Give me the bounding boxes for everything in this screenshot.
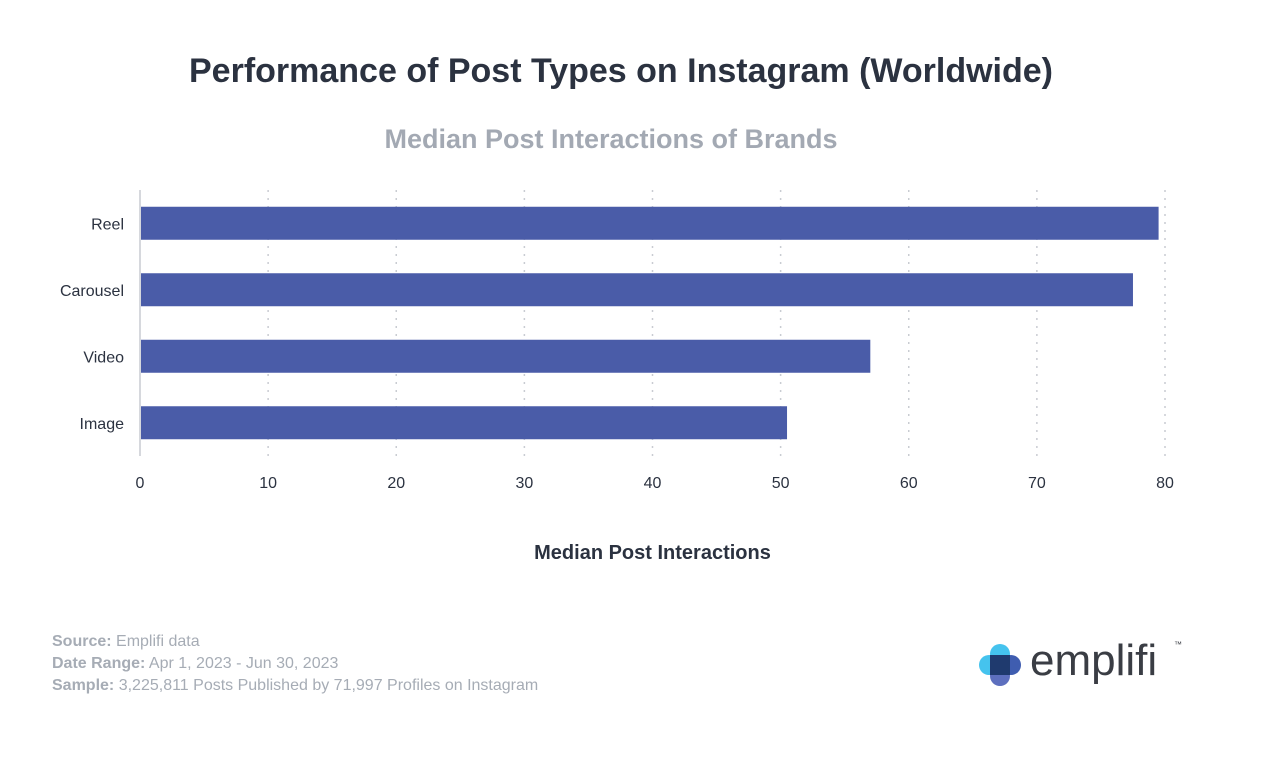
logo-center — [990, 655, 1010, 675]
chart-subtitle: Median Post Interactions of Brands — [384, 124, 838, 154]
date-range-label: Date Range: — [52, 655, 146, 672]
x-tick-70: 70 — [1028, 475, 1046, 492]
date-range-value: Apr 1, 2023 - Jun 30, 2023 — [148, 655, 339, 672]
sample-value: 3,225,811 Posts Published by 71,997 Prof… — [118, 677, 539, 694]
x-tick-20: 20 — [387, 475, 405, 492]
x-axis-title: Median Post Interactions — [534, 542, 771, 564]
x-tick-30: 30 — [515, 475, 533, 492]
logo-wordmark: emplifi — [1030, 636, 1158, 685]
x-tick-0: 0 — [136, 475, 145, 492]
x-tick-10: 10 — [259, 475, 277, 492]
emplifi-cross-icon — [979, 644, 1021, 686]
date-range-line: Date Range: Apr 1, 2023 - Jun 30, 2023 — [52, 653, 538, 675]
bar-reel — [141, 206, 1159, 240]
bar-carousel — [141, 273, 1133, 307]
source-line: Source: Emplifi data — [52, 631, 538, 653]
x-tick-50: 50 — [772, 475, 790, 492]
category-label-carousel: Carousel — [60, 283, 124, 300]
bar-image — [141, 406, 788, 440]
source-label: Source: — [52, 633, 112, 650]
bars — [141, 206, 1159, 440]
chart-footer: Source: Emplifi data Date Range: Apr 1, … — [52, 631, 538, 697]
x-tick-80: 80 — [1156, 475, 1174, 492]
page-title: Performance of Post Types on Instagram (… — [189, 52, 1053, 90]
category-labels: Reel Carousel Video Image — [60, 216, 124, 433]
category-label-image: Image — [80, 416, 125, 433]
source-value: Emplifi data — [116, 633, 200, 650]
bar-chart: Reel Carousel Video Image 0 10 20 30 40 50 60 70 80… — [60, 190, 1174, 564]
bar-video — [141, 339, 871, 373]
emplifi-logo: emplifi ™ — [978, 636, 1188, 690]
category-label-reel: Reel — [91, 216, 124, 233]
x-tick-60: 60 — [900, 475, 918, 492]
category-label-video: Video — [83, 349, 124, 366]
x-tick-40: 40 — [644, 475, 662, 492]
sample-line: Sample: 3,225,811 Posts Published by 71,… — [52, 675, 538, 697]
logo-trademark: ™ — [1174, 640, 1182, 649]
x-tick-labels: 0 10 20 30 40 50 60 70 80 — [136, 475, 1174, 492]
sample-label: Sample: — [52, 677, 115, 694]
